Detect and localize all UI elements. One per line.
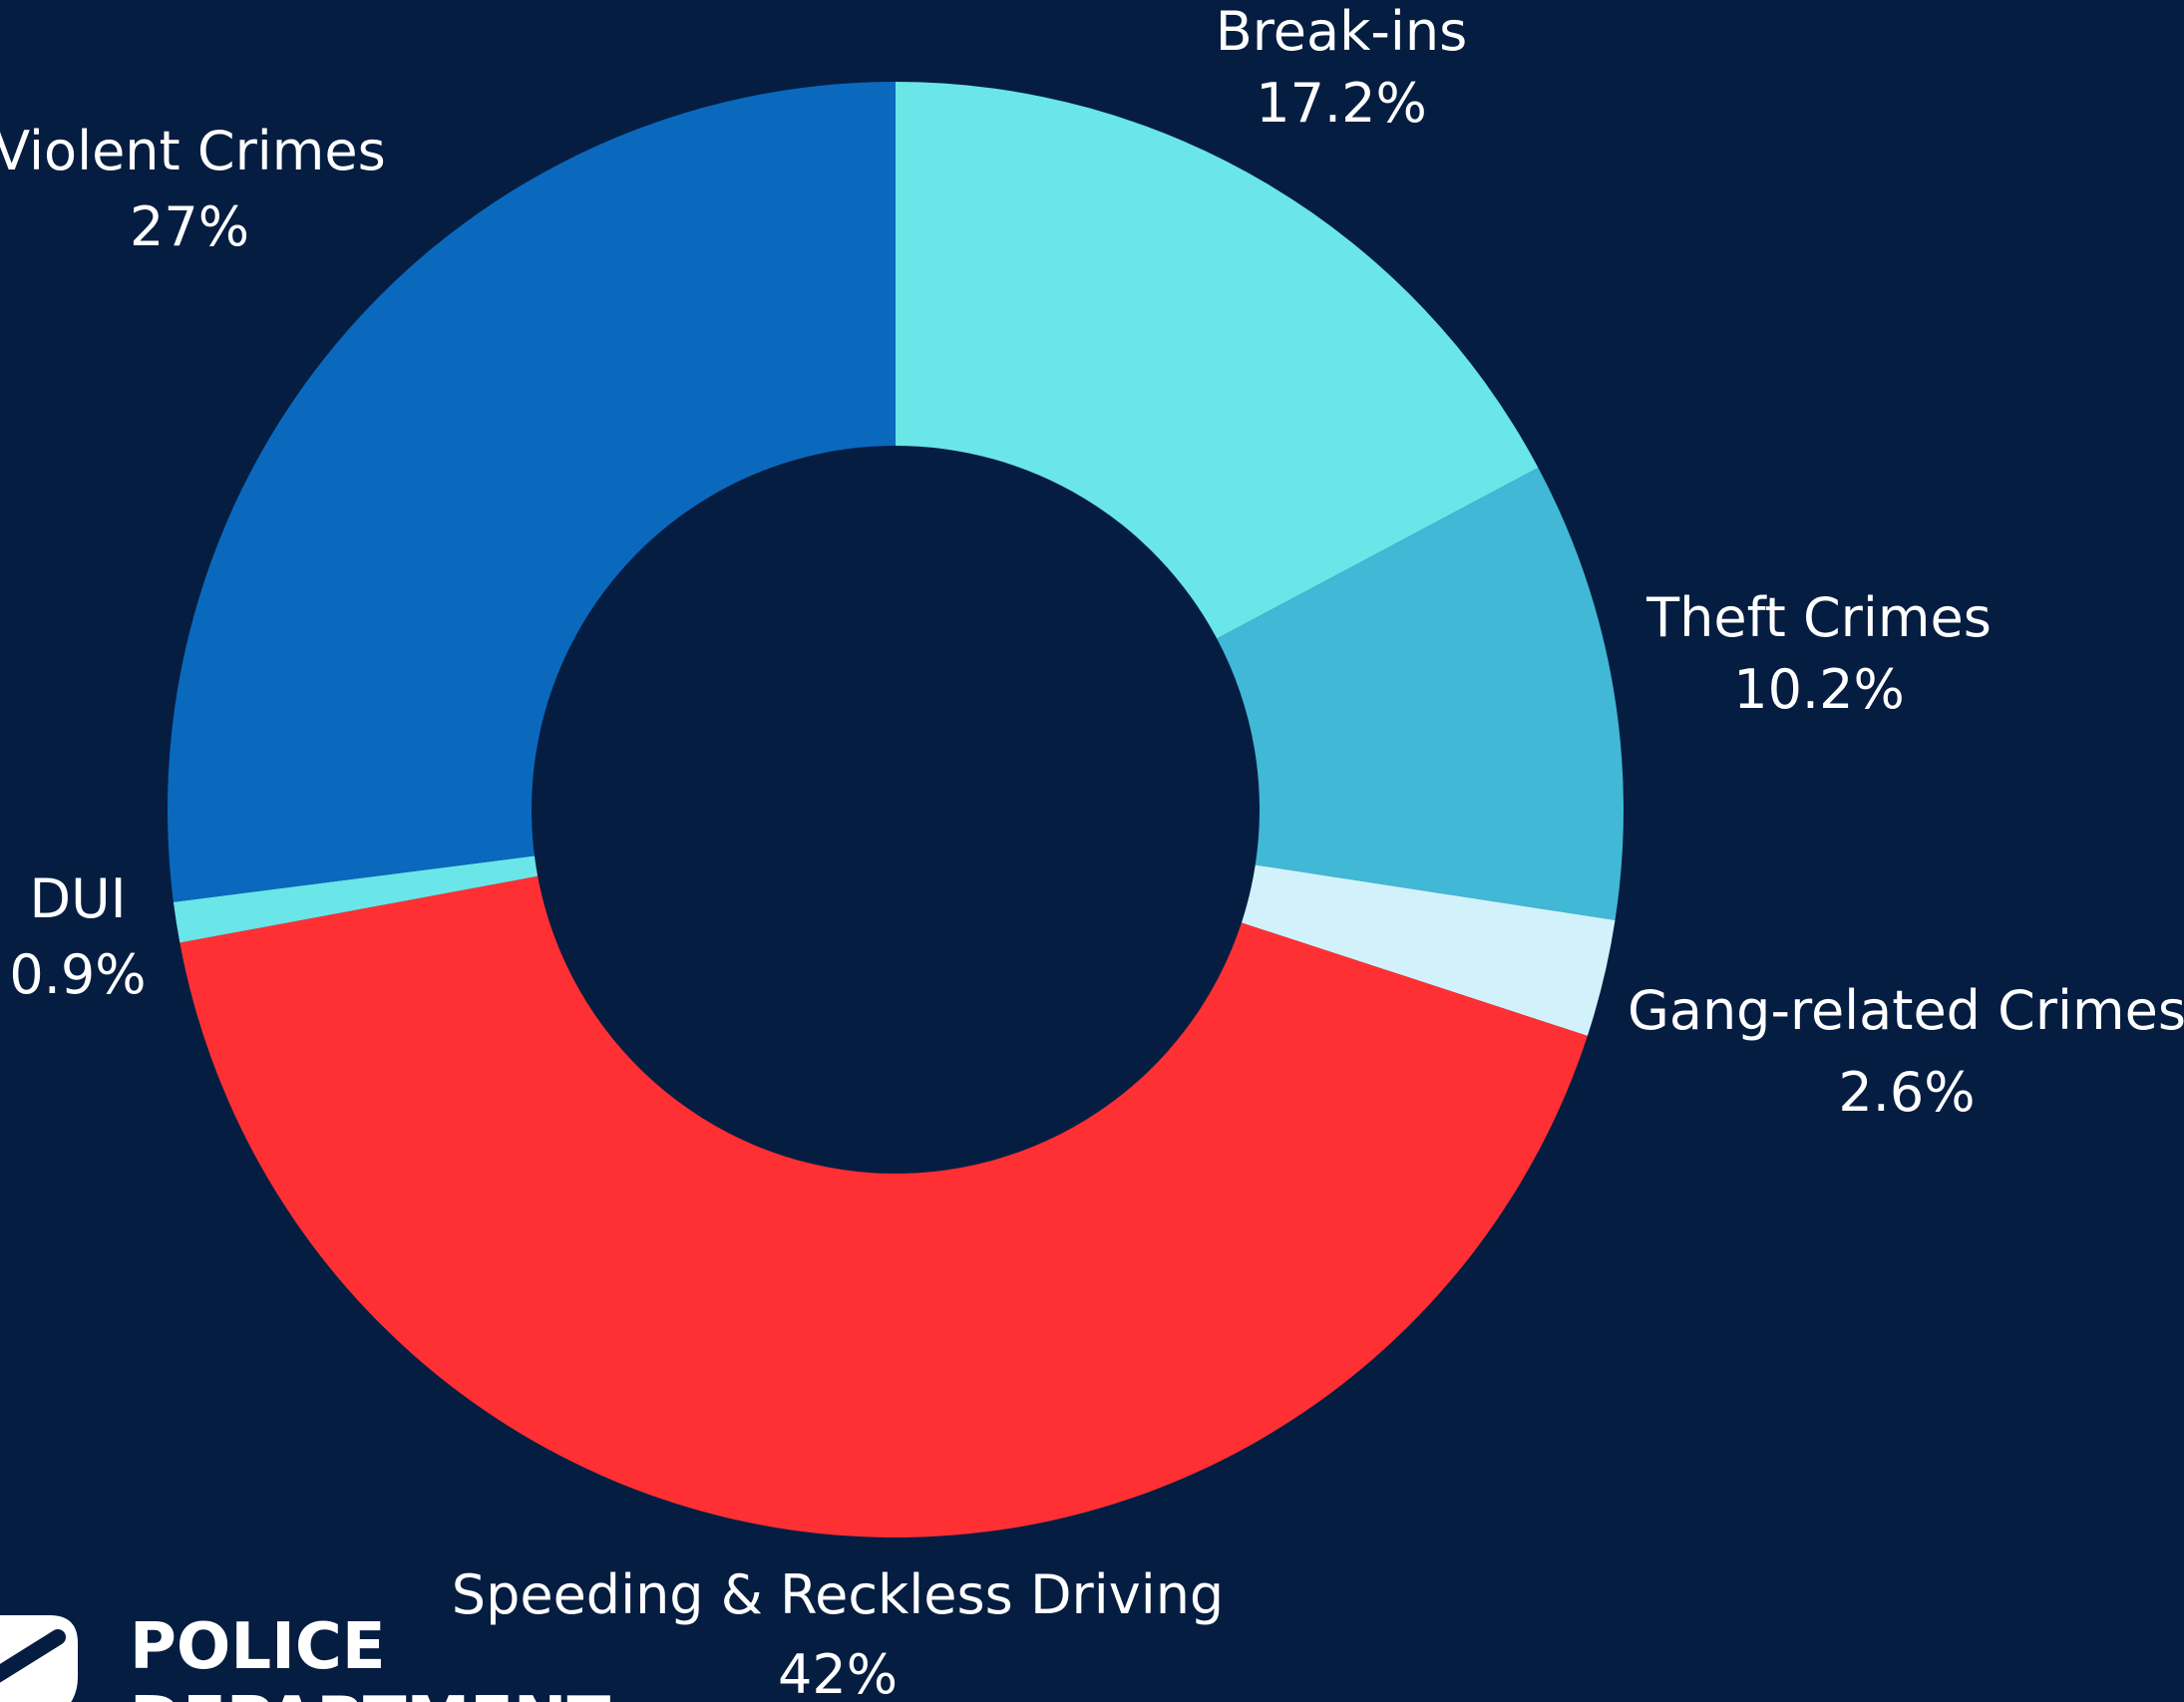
slice-value-label: 2.6% <box>1838 1061 1975 1124</box>
slice-value-label: 10.2% <box>1733 658 1905 721</box>
donut-slice-0 <box>896 82 1539 639</box>
slice-category-label: Speeding & Reckless Driving <box>452 1563 1224 1626</box>
donut-slice-4 <box>173 855 539 943</box>
donut-slice-3 <box>180 875 1588 1537</box>
slice-category-label: DUI <box>29 867 126 930</box>
donut-slice-2 <box>1241 864 1616 1036</box>
donut-slice-1 <box>1217 468 1624 920</box>
slice-category-label: Gang-related Crimes <box>1628 979 2184 1042</box>
slice-value-label: 27% <box>130 195 249 258</box>
slice-value-label: 17.2% <box>1256 72 1427 135</box>
donut-slice-5 <box>168 82 896 902</box>
slice-category-label: Violent Crimes <box>0 120 386 182</box>
slice-category-label: Break-ins <box>1216 0 1468 63</box>
logo-line1: POLICE <box>130 1610 386 1684</box>
logo-line2: DEPARTMENT <box>130 1689 610 1702</box>
slice-category-label: Theft Crimes <box>1645 586 1992 649</box>
slice-value-label: 0.9% <box>9 943 146 1006</box>
slice-value-label: 42% <box>778 1643 898 1702</box>
shield-badge-icon <box>0 1615 78 1702</box>
